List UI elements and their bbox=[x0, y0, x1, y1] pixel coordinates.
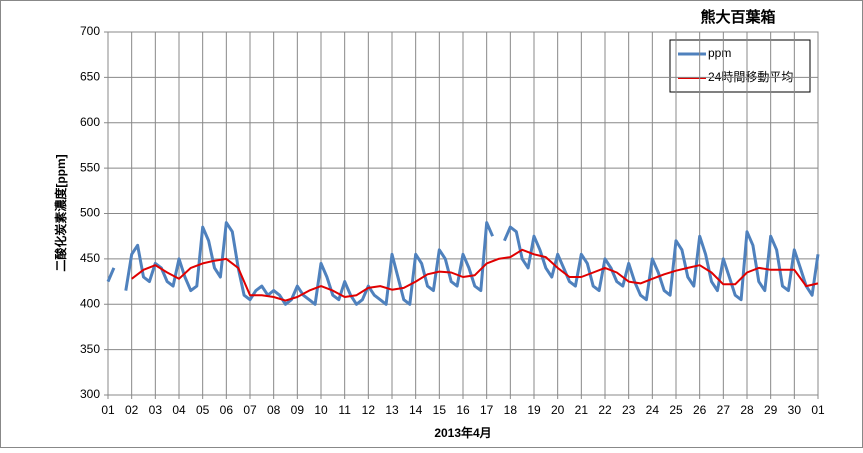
y-axis-label: 二酸化炭素濃度[ppm] bbox=[53, 154, 68, 271]
x-tick-label: 28 bbox=[740, 403, 754, 417]
plot-border bbox=[107, 31, 819, 396]
x-axis-label: 2013年4月 bbox=[434, 425, 491, 440]
x-tick-label: 19 bbox=[527, 403, 541, 417]
x-tick-label: 30 bbox=[788, 403, 802, 417]
y-tick-label: 700 bbox=[80, 24, 100, 38]
series-line bbox=[131, 248, 819, 302]
y-tick-label: 300 bbox=[80, 387, 100, 401]
x-tick-label: 17 bbox=[480, 403, 494, 417]
x-tick-label: 02 bbox=[125, 403, 139, 417]
x-tick-label: 03 bbox=[149, 403, 163, 417]
x-tick-label: 16 bbox=[456, 403, 470, 417]
x-tick-label: 13 bbox=[385, 403, 399, 417]
x-tick-label: 04 bbox=[172, 403, 186, 417]
x-tick-label: 09 bbox=[291, 403, 305, 417]
x-tick-label: 07 bbox=[243, 403, 257, 417]
x-tick-label: 05 bbox=[196, 403, 210, 417]
x-tick-label: 24 bbox=[646, 403, 660, 417]
x-tick-label: 18 bbox=[504, 403, 518, 417]
legend-box bbox=[669, 39, 811, 93]
x-tick-label: 20 bbox=[551, 403, 565, 417]
x-tick-label: 14 bbox=[409, 403, 423, 417]
x-tick-label: 08 bbox=[267, 403, 281, 417]
x-tick-label: 01 bbox=[811, 403, 825, 417]
x-tick-label: 25 bbox=[669, 403, 683, 417]
y-tick-label: 650 bbox=[80, 70, 100, 84]
x-tick-label: 12 bbox=[362, 403, 376, 417]
x-tick-label: 23 bbox=[622, 403, 636, 417]
y-tick-label: 600 bbox=[80, 115, 100, 129]
x-tick-label: 21 bbox=[575, 403, 589, 417]
x-tick-label: 27 bbox=[717, 403, 731, 417]
x-tick-label: 06 bbox=[220, 403, 234, 417]
y-tick-label: 550 bbox=[80, 160, 100, 174]
x-tick-label: 15 bbox=[433, 403, 447, 417]
x-tick-label: 26 bbox=[693, 403, 707, 417]
y-tick-label: 350 bbox=[80, 342, 100, 356]
chart-title: 熊大百葉箱 bbox=[700, 8, 775, 26]
x-tick-label: 01 bbox=[101, 403, 115, 417]
x-tick-label: 22 bbox=[598, 403, 612, 417]
x-tick-label: 29 bbox=[764, 403, 778, 417]
x-tick-label: 10 bbox=[314, 403, 328, 417]
y-tick-label: 400 bbox=[80, 296, 100, 310]
y-tick-label: 500 bbox=[80, 206, 100, 220]
series-line bbox=[106, 221, 820, 306]
y-tick-label: 450 bbox=[80, 251, 100, 265]
legend-label: ppm bbox=[708, 46, 731, 60]
x-tick-label: 11 bbox=[338, 403, 351, 417]
